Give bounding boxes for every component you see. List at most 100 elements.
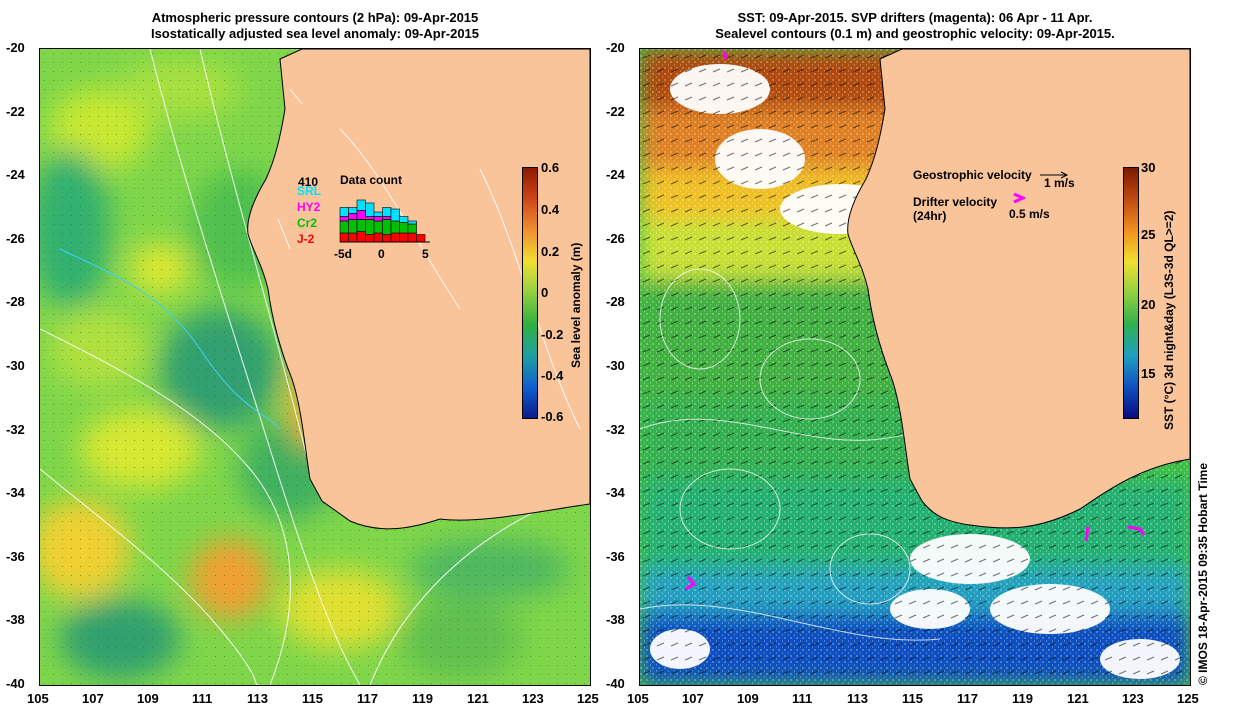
left-title: Atmospheric pressure contours (2 hPa): 0…	[40, 10, 590, 42]
left-y-tick: -34	[6, 485, 25, 501]
right-x-tick: 119	[1012, 691, 1033, 706]
sst-tick-1: 30	[1141, 160, 1156, 175]
inset-x-tick-3: 5	[422, 247, 429, 260]
left-x-tick: 125	[577, 691, 599, 706]
right-x-tick: 125	[1177, 691, 1199, 706]
sla-colorbar	[522, 167, 538, 419]
sla-tick-2: 0.4	[541, 202, 560, 217]
inset-bars	[339, 199, 426, 243]
left-x-tick: 107	[82, 691, 104, 706]
left-x-tick: 109	[137, 691, 159, 706]
right-x-tick: 105	[627, 691, 649, 706]
left-x-tick: 111	[192, 691, 213, 706]
inset-bar-segment	[339, 220, 349, 234]
sst-tick-3: 20	[1141, 297, 1156, 312]
inset-bar-segment	[407, 232, 417, 243]
geo-velocity-value: 1 m/s	[1044, 176, 1075, 190]
australia-landmass	[247, 49, 590, 530]
drifter-velocity-icon	[1013, 192, 1026, 204]
left-x-tick: 117	[357, 691, 378, 706]
sla-tick-5: -0.2	[541, 327, 564, 342]
right-y-tick: -28	[606, 294, 625, 310]
right-y-tick: -36	[606, 548, 625, 564]
data-count-inset: 410 Data count -5d 0 5	[298, 173, 430, 260]
inset-bar-segment	[348, 232, 358, 243]
inset-bar-segment	[356, 199, 366, 211]
inset-x-tick-2: 0	[378, 247, 385, 260]
inset-bar-segment	[382, 207, 392, 217]
drifter-velocity-label: Drifter velocity	[913, 195, 998, 209]
inset-bar-segment	[373, 220, 383, 234]
inset-bar-segment	[407, 223, 417, 234]
sst-colorbar	[1123, 167, 1139, 419]
inset-bar-segment	[390, 208, 400, 222]
left-y-tick: -28	[6, 294, 25, 310]
left-y-tick: -32	[6, 421, 25, 437]
left-x-tick: 105	[27, 691, 49, 706]
right-y-tick: -34	[606, 485, 625, 501]
inset-title: Data count	[340, 173, 402, 187]
right-y-tick: -26	[606, 230, 625, 246]
sst-map-svg	[640, 49, 1190, 685]
inset-bar-segment	[407, 220, 417, 225]
sla-tick-1: 0.6	[541, 160, 560, 175]
inset-bar-segment	[339, 207, 349, 217]
right-x-tick: 123	[1122, 691, 1144, 706]
inset-bar-segment	[356, 210, 366, 220]
inset-bar-segment	[356, 219, 366, 232]
right-y-tick: -20	[606, 40, 625, 55]
inset-x-tick-1: -5d	[334, 247, 352, 260]
sea-level-map	[39, 48, 591, 686]
inset-bar-segment	[390, 220, 400, 234]
sla-tick-3: 0.2	[541, 244, 560, 259]
right-y-tick: -22	[606, 103, 625, 119]
right-title-line1: SST: 09-Apr-2015. SVP drifters (magenta)…	[737, 10, 1093, 25]
inset-bar-segment	[365, 216, 375, 220]
left-y-tick: -26	[6, 230, 25, 246]
inset-bar-segment	[348, 219, 358, 234]
right-y-tick: -30	[606, 358, 625, 373]
left-x-tick: 119	[412, 691, 433, 706]
inset-bar-segment	[339, 232, 349, 243]
inset-bar-segment	[365, 202, 375, 217]
inset-bar-segment	[399, 232, 409, 243]
sst-tick-2: 25	[1141, 227, 1156, 242]
right-x-tick: 113	[847, 691, 868, 706]
right-x-tick: 111	[792, 691, 813, 706]
inset-bar-segment	[382, 216, 392, 220]
right-x-tick: 121	[1067, 691, 1089, 706]
right-x-tick: 109	[737, 691, 759, 706]
inset-bar-segment	[365, 234, 375, 243]
left-y-tick: -38	[6, 612, 25, 628]
sla-tick-6: -0.4	[541, 368, 564, 383]
inset-bar-segment	[399, 216, 409, 223]
sla-tick-4: 0	[541, 285, 549, 300]
left-x-tick: 121	[467, 691, 489, 706]
sla-tick-7: -0.6	[541, 409, 564, 424]
australia-landmass-sst	[847, 49, 1190, 529]
left-y-tick: -36	[6, 548, 25, 564]
left-y-tick: -22	[6, 103, 25, 119]
inset-max-label: 410	[298, 175, 318, 189]
sst-map	[639, 48, 1191, 686]
right-y-tick: -38	[606, 612, 625, 628]
right-y-tick: -24	[606, 167, 625, 183]
inset-bar-segment	[373, 211, 383, 217]
left-y-tick: -24	[6, 167, 25, 183]
right-x-tick: 117	[957, 691, 978, 706]
drifter-velocity-value: 0.5 m/s	[1009, 207, 1050, 221]
left-title-line1: Atmospheric pressure contours (2 hPa): 0…	[151, 10, 479, 25]
sat-label-j2: J-2	[297, 232, 315, 246]
imos-credit: © IMOS 18-Apr-2015 09:35 Hobart Time	[1196, 462, 1210, 685]
inset-bar-segment	[382, 234, 392, 243]
geo-velocity-arrow-icon	[1040, 171, 1069, 179]
right-y-tick: -40	[606, 676, 625, 691]
inset-bar-segment	[416, 234, 426, 243]
inset-bar-segment	[373, 232, 383, 243]
right-y-tick: -32	[606, 421, 625, 437]
left-y-tick: -30	[6, 358, 25, 373]
drifter-tracks	[685, 50, 1146, 591]
inset-bar-segment	[356, 231, 366, 243]
sat-label-srl: SRL	[297, 184, 321, 198]
left-y-tick: -40	[6, 676, 25, 691]
